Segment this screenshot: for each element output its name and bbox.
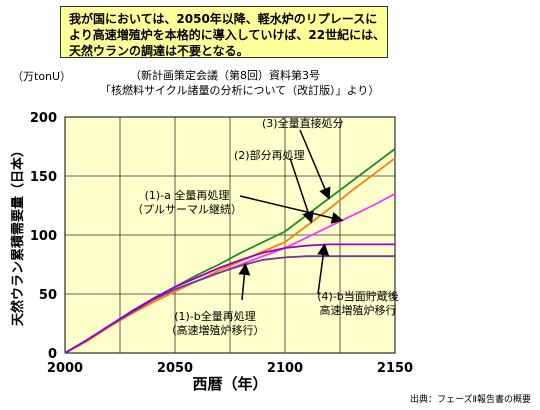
series-label-3: (1)-a 全量再処理 (145, 188, 230, 202)
series-label-1: (3)全量直接処分 (262, 116, 344, 130)
note-box: 我が国においては、2050年以降、軽水炉のリプレースに より高速増殖炉を本格的に… (60, 6, 388, 58)
x-tick-label: 2000 (47, 361, 83, 376)
note-line-2: より高速増殖炉を本格的に導入していけば、22世紀には、 (69, 28, 386, 42)
annotation-arrow-4 (238, 263, 251, 301)
x-tick-label: 2150 (377, 361, 413, 376)
annotation-arrow-3 (239, 195, 344, 224)
x-axis-label: 西暦（年） (192, 375, 267, 393)
y-tick-label: 100 (30, 229, 57, 244)
series-line-2 (64, 157, 396, 354)
x-tick-label: 2050 (157, 361, 193, 376)
source-title: （新計画策定会議（第8回）資料第3号 「核燃料サイクル諸量の分析について（改訂版… (100, 68, 380, 98)
series-label-4: (1)-b全量再処理 (174, 309, 256, 323)
series-annotations: (3)全量直接処分 (2)部分再処理 (1)-a 全量再処理（プルサーマル継続） (1… (132, 116, 399, 337)
y-tick-label: 200 (30, 111, 57, 126)
y-tick-label: 0 (48, 347, 57, 362)
axis-ticks: 2000 2050 2100 2150 0 50 100 150 200 (30, 111, 413, 376)
annotation-arrow-5 (317, 243, 330, 295)
y-tick-label: 150 (30, 170, 57, 185)
series-sublabel-3: （プルサーマル継続） (132, 202, 242, 216)
series-sublabel-5: 高速増殖炉移行 (320, 303, 397, 317)
series-line-5 (64, 243, 395, 354)
note-line-1: 我が国においては、2050年以降、軽水炉のリプレースに (69, 12, 378, 26)
y-axis-label: 天然ウラン累積需要量（日本） (10, 144, 26, 326)
source-title-line-1: （新計画策定会議（第8回）資料第3号 (130, 69, 320, 82)
series-sublabel-4: （高速増殖炉移行） (166, 323, 265, 337)
note-line-3: 天然ウランの調達は不要となる。 (69, 44, 249, 58)
y-unit-label: （万tonU） (12, 70, 72, 83)
annotation-arrow-1 (299, 129, 331, 200)
grid-lines (65, 117, 395, 353)
footnote: 出典：フェーズⅡ報告書の概要 (410, 395, 531, 405)
series-label-5: (4)-b当面貯蔵後 (317, 289, 399, 303)
source-title-line-2: 「核燃料サイクル諸量の分析について（改訂版）」より） (100, 84, 380, 97)
x-tick-label: 2100 (267, 361, 303, 376)
series-label-2: (2)部分再処理 (234, 148, 305, 162)
y-tick-label: 50 (39, 288, 57, 303)
